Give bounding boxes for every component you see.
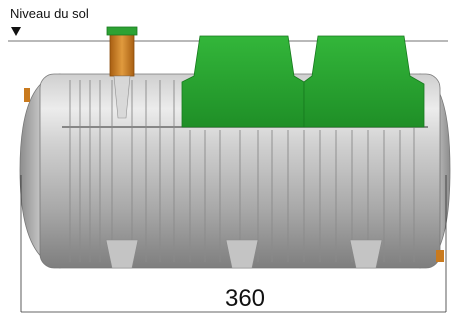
- length-dimension-label: 360: [224, 285, 266, 312]
- ground-level-marker-icon: [11, 27, 21, 36]
- support-foot-3: [349, 239, 383, 269]
- right-fitting: [436, 250, 444, 262]
- inlet-pipe-cap: [106, 26, 138, 36]
- support-foot-2: [225, 239, 259, 269]
- inlet-pipe: [109, 31, 135, 77]
- left-fitting: [24, 88, 30, 102]
- access-riser-left: [181, 35, 305, 128]
- inlet-dip-tube: [113, 75, 131, 119]
- ground-level-label: Niveau du sol: [10, 6, 89, 21]
- tank-ribs: [69, 80, 415, 262]
- support-foot-1: [105, 239, 139, 269]
- access-riser-right: [303, 35, 425, 128]
